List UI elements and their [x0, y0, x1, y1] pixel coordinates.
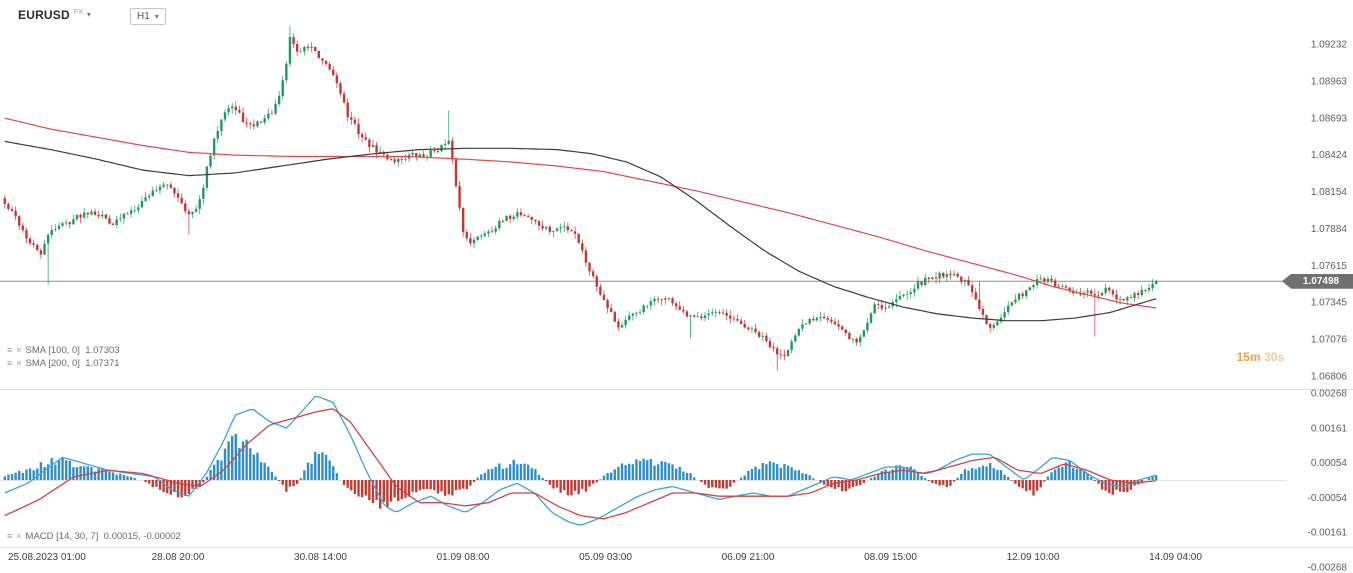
chart-gridlines: [0, 280, 1353, 548]
sma100-line: [4, 117, 1157, 309]
macd-legend: ≡ × MACD [14, 30, 7] 0.00015, -0.00002: [7, 530, 181, 542]
svg-text:05.09 03:00: 05.09 03:00: [579, 552, 632, 563]
svg-text:1.08424: 1.08424: [1311, 150, 1348, 161]
svg-text:-0.00054: -0.00054: [1308, 493, 1348, 504]
svg-text:1.07076: 1.07076: [1311, 335, 1348, 346]
svg-text:0.00268: 0.00268: [1311, 389, 1348, 400]
svg-text:1.08963: 1.08963: [1311, 76, 1348, 87]
svg-text:14.09 04:00: 14.09 04:00: [1149, 552, 1202, 563]
candle-countdown: 15m 30s: [1237, 350, 1284, 364]
instrument-header[interactable]: EURUSD FX ▾: [18, 8, 91, 22]
sma200-label: SMA [200, 0] 1.07371: [25, 357, 120, 369]
sma100-legend: ≡ × SMA [100, 0] 1.07303: [7, 344, 120, 356]
symbol-dropdown-caret-icon[interactable]: ▾: [86, 10, 91, 19]
indicator-close-icon[interactable]: ×: [16, 531, 22, 541]
svg-text:1.07345: 1.07345: [1311, 298, 1348, 309]
svg-text:1.09232: 1.09232: [1311, 40, 1348, 51]
svg-text:25.08.2023 01:00: 25.08.2023 01:00: [8, 552, 86, 563]
sma100-label: SMA [100, 0] 1.07303: [25, 344, 120, 356]
last-price-tag: 1.07498: [1282, 273, 1353, 289]
macd-axis-labels[interactable]: 0.00268 0.00161 0.00054 -0.00054 -0.00161 -0.…: [1308, 389, 1348, 573]
timeframe-dropdown[interactable]: H1 ▾: [130, 8, 166, 25]
macd-histogram: [3, 433, 1158, 509]
time-axis-labels[interactable]: 25.08.2023 01:00 28.08 20:00 30.08 14:00 01…: [8, 552, 1202, 563]
sma200-line: [4, 140, 1157, 322]
indicator-settings-icon[interactable]: ≡: [7, 531, 13, 541]
svg-text:06.09 21:00: 06.09 21:00: [722, 552, 775, 563]
indicator-settings-icon[interactable]: ≡: [7, 358, 13, 368]
indicator-close-icon[interactable]: ×: [16, 358, 22, 368]
svg-text:01.09 08:00: 01.09 08:00: [437, 552, 490, 563]
macd-signal-line: [4, 408, 1157, 520]
svg-text:1.07615: 1.07615: [1311, 261, 1348, 272]
indicator-settings-icon[interactable]: ≡: [7, 345, 13, 355]
symbol-type-label: FX: [73, 9, 83, 16]
svg-text:1.08693: 1.08693: [1311, 113, 1348, 124]
svg-text:28.08 20:00: 28.08 20:00: [152, 552, 205, 563]
svg-text:1.07884: 1.07884: [1311, 224, 1348, 235]
svg-text:1.08154: 1.08154: [1311, 187, 1348, 198]
symbol-label: EURUSD: [18, 8, 70, 22]
svg-text:12.09 10:00: 12.09 10:00: [1007, 552, 1060, 563]
svg-text:-0.00161: -0.00161: [1308, 528, 1348, 539]
svg-text:-0.00268: -0.00268: [1308, 562, 1348, 573]
svg-text:0.00161: 0.00161: [1311, 423, 1348, 434]
price-axis-labels[interactable]: 1.09232 1.08963 1.08693 1.08424 1.08154 1.078…: [1311, 40, 1348, 383]
macd-line: [4, 395, 1157, 526]
svg-text:08.09 15:00: 08.09 15:00: [864, 552, 917, 563]
macd-label: MACD [14, 30, 7] 0.00015, -0.00002: [25, 530, 181, 542]
svg-text:0.00054: 0.00054: [1311, 458, 1348, 469]
countdown-minutes: 15m: [1236, 350, 1261, 364]
countdown-seconds: 30s: [1263, 350, 1284, 364]
svg-text:30.08 14:00: 30.08 14:00: [294, 552, 347, 563]
timeframe-caret-icon: ▾: [154, 12, 159, 21]
timeframe-label: H1: [137, 11, 150, 22]
indicator-close-icon[interactable]: ×: [16, 345, 22, 355]
svg-text:1.06806: 1.06806: [1311, 372, 1348, 383]
sma200-legend: ≡ × SMA [200, 0] 1.07371: [7, 357, 120, 369]
